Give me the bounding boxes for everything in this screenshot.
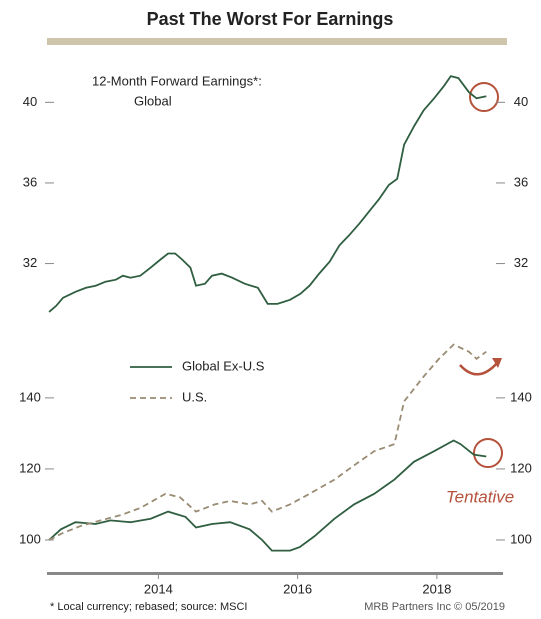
- y-tick-label: 140: [19, 389, 41, 404]
- y-tick-label-right: 36: [514, 174, 528, 189]
- x-tick-label: 2018: [422, 581, 451, 596]
- y-tick-label: 100: [19, 531, 41, 546]
- arrow: [459, 361, 499, 376]
- title-rule: [47, 38, 507, 45]
- annotation: Global: [134, 93, 172, 108]
- y-tick-label-right: 32: [514, 255, 528, 270]
- arrow-head: [492, 358, 502, 368]
- y-tick-label-right: 140: [510, 389, 532, 404]
- x-axis: [47, 572, 503, 575]
- annotation: Tentative: [446, 487, 514, 506]
- highlight-circle: [473, 438, 503, 468]
- y-tick-label: 36: [23, 174, 37, 189]
- y-tick-label: 40: [23, 94, 37, 109]
- legend-label: U.S.: [182, 389, 207, 404]
- y-tick-label-right: 100: [510, 531, 532, 546]
- x-tick-label: 2016: [283, 581, 312, 596]
- x-tick-label: 2014: [144, 581, 173, 596]
- y-tick-label: 120: [19, 460, 41, 475]
- footnote: * Local currency; rebased; source: MSCI: [50, 601, 247, 613]
- series-line: [48, 75, 487, 313]
- series-line: [48, 343, 487, 541]
- chart-title: Past The Worst For Earnings: [147, 9, 394, 29]
- y-tick-label-right: 120: [510, 460, 532, 475]
- highlight-circle: [469, 82, 499, 112]
- y-tick-label-right: 40: [514, 94, 528, 109]
- legend-label: Global Ex-U.S: [182, 358, 265, 373]
- source: MRB Partners Inc © 05/2019: [364, 601, 505, 613]
- series-line: [48, 439, 487, 552]
- annotation: 12-Month Forward Earnings*:: [92, 73, 262, 88]
- y-tick-label: 32: [23, 255, 37, 270]
